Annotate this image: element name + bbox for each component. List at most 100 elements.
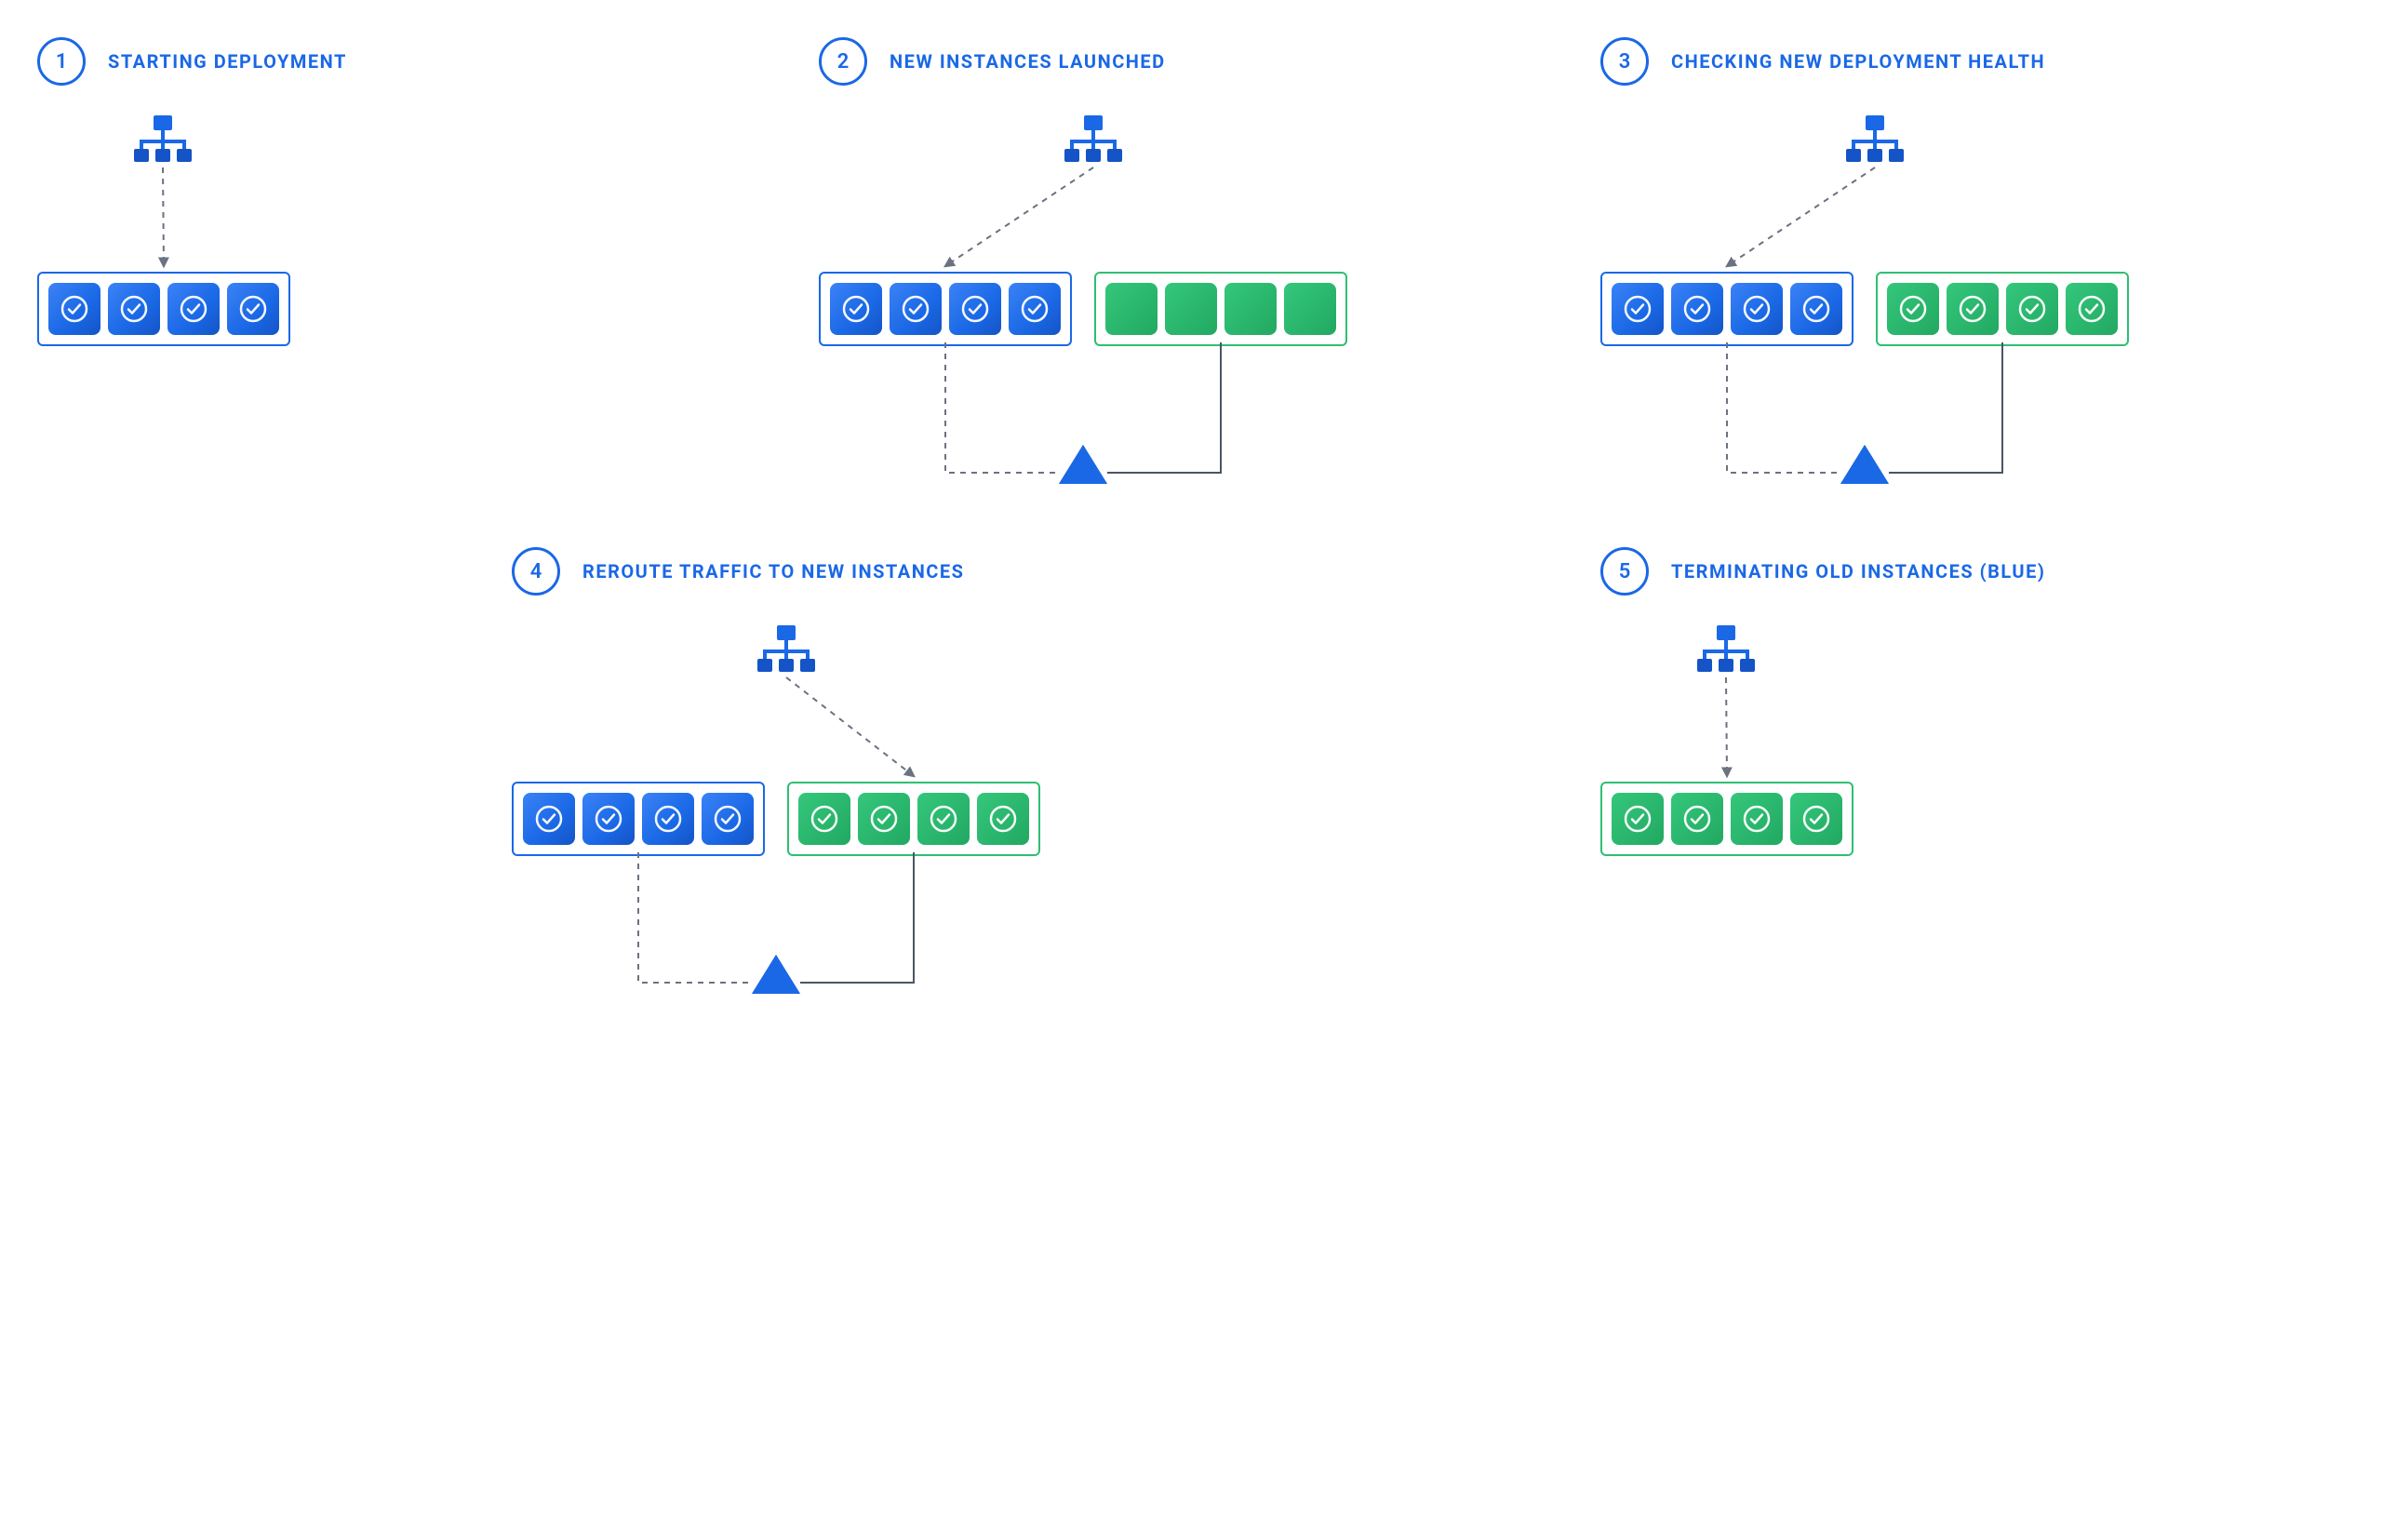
blue-instance (108, 283, 160, 335)
load-balancer (1842, 114, 1907, 167)
lb-to-target-connector (786, 677, 914, 776)
deployment-steps-grid: 1 STARTING DEPLOYMENT 2 NEW INSTANCES LA… (37, 37, 2345, 1001)
check-circle-icon (840, 293, 872, 325)
check-circle-icon (987, 803, 1019, 835)
step-header: 5 TERMINATING OLD INSTANCES (BLUE) (1600, 547, 2345, 596)
green-instance (977, 793, 1029, 845)
blue-instance (1009, 283, 1061, 335)
check-circle-icon (1681, 803, 1713, 835)
green-instance-group (1600, 782, 1853, 856)
blue-instance (949, 283, 1001, 335)
step-header: 1 STARTING DEPLOYMENT (37, 37, 782, 86)
load-balancer-icon (130, 114, 195, 167)
selector-dashed-connector (1727, 342, 1840, 473)
green-instance-group (1094, 272, 1347, 346)
blue-instance (523, 793, 575, 845)
green-instance (858, 793, 910, 845)
step-diagram (1600, 623, 1898, 871)
lb-to-target-connector (945, 167, 1093, 266)
instance-groups-row (37, 272, 290, 346)
step-number-badge: 3 (1600, 37, 1649, 86)
step-4: 4 REROUTE TRAFFIC TO NEW INSTANCES (512, 547, 1089, 1001)
check-circle-icon (928, 803, 959, 835)
blue-instance (1612, 283, 1664, 335)
check-circle-icon (2016, 293, 2048, 325)
blue-instance (830, 283, 882, 335)
green-instance-group (1876, 272, 2129, 346)
check-circle-icon (1800, 803, 1832, 835)
instance-groups-row (1600, 782, 1853, 856)
check-circle-icon (1622, 293, 1653, 325)
blue-instance-group (512, 782, 765, 856)
step-diagram (819, 114, 1396, 491)
check-circle-icon (1681, 293, 1713, 325)
green-instance (2066, 283, 2118, 335)
check-circle-icon (1957, 293, 1988, 325)
check-circle-icon (652, 803, 684, 835)
blue-instance (1790, 283, 1842, 335)
instance-groups-row (1600, 272, 2129, 346)
green-instance (1671, 793, 1723, 845)
blue-instance (48, 283, 100, 335)
step-title: TERMINATING OLD INSTANCES (BLUE) (1671, 560, 2045, 583)
blue-instance (1731, 283, 1783, 335)
load-balancer-icon (1693, 623, 1759, 677)
check-circle-icon (1622, 803, 1653, 835)
step-header: 3 CHECKING NEW DEPLOYMENT HEALTH (1600, 37, 2345, 86)
green-instance (2006, 283, 2058, 335)
blue-instance (582, 793, 635, 845)
check-circle-icon (959, 293, 991, 325)
step-diagram (512, 623, 1089, 1001)
green-instance (798, 793, 850, 845)
blue-instance (702, 793, 754, 845)
green-instance-group (787, 782, 1040, 856)
green-instance (1612, 793, 1664, 845)
blue-instance-group (37, 272, 290, 346)
step-number: 5 (1619, 560, 1631, 583)
check-circle-icon (1019, 293, 1050, 325)
blue-instance (227, 283, 279, 335)
selector-dashed-connector (638, 852, 752, 983)
step-number: 1 (56, 50, 68, 74)
selector-triangle-icon (1059, 445, 1107, 484)
load-balancer-icon (1842, 114, 1907, 167)
step-diagram (1600, 114, 2177, 491)
check-circle-icon (1897, 293, 1929, 325)
check-circle-icon (809, 803, 840, 835)
step-number-badge: 1 (37, 37, 86, 86)
check-circle-icon (1800, 293, 1832, 325)
step-diagram (37, 114, 335, 361)
green-instance (1887, 283, 1939, 335)
green-instance (1105, 283, 1158, 335)
load-balancer-icon (754, 623, 819, 677)
check-circle-icon (237, 293, 269, 325)
green-instance (1731, 793, 1783, 845)
check-circle-icon (868, 803, 900, 835)
step-header: 2 NEW INSTANCES LAUNCHED (819, 37, 1563, 86)
blue-instance (167, 283, 220, 335)
instance-groups-row (512, 782, 1040, 856)
step-number: 4 (530, 560, 542, 583)
step-number: 3 (1619, 50, 1631, 74)
blue-instance-group (819, 272, 1072, 346)
check-circle-icon (2076, 293, 2108, 325)
step-number-badge: 5 (1600, 547, 1649, 596)
blue-instance (890, 283, 942, 335)
green-instance (1947, 283, 1999, 335)
load-balancer (1693, 623, 1759, 677)
selector-triangle-icon (752, 955, 800, 994)
load-balancer-icon (1061, 114, 1126, 167)
step-number-badge: 4 (512, 547, 560, 596)
check-circle-icon (59, 293, 90, 325)
step-title: STARTING DEPLOYMENT (108, 50, 347, 73)
step-number: 2 (837, 50, 850, 74)
instance-groups-row (819, 272, 1347, 346)
step-title: REROUTE TRAFFIC TO NEW INSTANCES (582, 560, 964, 583)
step-1: 1 STARTING DEPLOYMENT (37, 37, 782, 491)
step-3: 3 CHECKING NEW DEPLOYMENT HEALTH (1600, 37, 2345, 491)
blue-instance (642, 793, 694, 845)
check-circle-icon (178, 293, 209, 325)
selector-triangle-icon (1840, 445, 1889, 484)
lb-to-target-connector (1726, 677, 1727, 776)
green-instance (917, 793, 970, 845)
